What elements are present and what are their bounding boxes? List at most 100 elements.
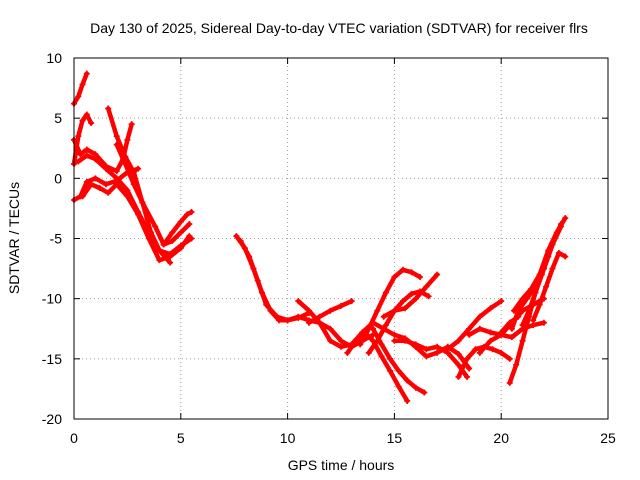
data-point (402, 337, 409, 344)
data-point (399, 298, 406, 305)
data-point (167, 259, 174, 266)
data-point (113, 141, 120, 148)
data-point (295, 314, 302, 321)
data-point (327, 307, 334, 314)
data-point (412, 384, 419, 391)
data-point (528, 286, 535, 293)
data-point (476, 325, 483, 332)
x-tick-label: 25 (600, 430, 616, 446)
series-trace (445, 298, 504, 352)
data-point (152, 223, 159, 230)
data-point (498, 349, 505, 356)
data-point (113, 133, 120, 140)
data-point (79, 193, 86, 200)
data-point (545, 253, 552, 260)
data-point (553, 229, 560, 236)
y-tick-label: -15 (42, 351, 62, 367)
data-point (103, 181, 110, 188)
data-point (487, 337, 494, 344)
data-point (128, 121, 135, 128)
data-point (113, 175, 120, 182)
data-point (75, 158, 82, 165)
data-point (77, 151, 84, 158)
y-tick-label: -20 (42, 411, 62, 427)
data-point (380, 313, 387, 320)
data-point (338, 343, 344, 350)
y-axis-label: SDTVAR / TECUs (6, 182, 22, 294)
data-point (263, 301, 270, 308)
series-trace (381, 272, 440, 319)
data-point (387, 355, 394, 362)
data-point (316, 313, 323, 320)
data-point (83, 152, 90, 159)
data-point (113, 168, 120, 175)
data-point (423, 353, 430, 360)
data-point (145, 235, 152, 242)
data-point (530, 317, 537, 324)
data-point (412, 343, 419, 350)
data-point (160, 241, 167, 248)
y-tick-label: 5 (54, 110, 62, 126)
data-point (515, 313, 522, 320)
data-point (498, 329, 505, 336)
data-point (295, 298, 302, 305)
data-point (186, 221, 193, 228)
data-point (124, 193, 131, 200)
data-point (130, 181, 137, 188)
data-point (464, 355, 471, 362)
data-point (374, 307, 381, 314)
data-series (71, 70, 569, 404)
data-point (489, 346, 496, 353)
data-point (511, 307, 518, 314)
data-point (391, 331, 398, 338)
data-point (395, 367, 402, 374)
data-point (402, 305, 409, 312)
x-tick-label: 15 (387, 430, 403, 446)
data-point (105, 189, 112, 196)
data-point (370, 325, 377, 332)
series-trace (345, 330, 410, 404)
data-point (408, 290, 415, 297)
data-point (284, 317, 291, 324)
data-point (75, 93, 82, 100)
data-point (156, 257, 163, 264)
data-point (305, 307, 312, 314)
data-point (237, 237, 244, 244)
data-point (423, 283, 430, 290)
data-point (352, 337, 359, 344)
data-point (130, 169, 137, 176)
data-point (177, 229, 184, 236)
data-point (525, 307, 532, 314)
data-point (519, 322, 526, 329)
data-point (344, 349, 351, 356)
data-point (421, 389, 428, 396)
x-tick-label: 20 (493, 430, 509, 446)
data-point (506, 379, 513, 386)
data-point (177, 218, 184, 225)
data-point (412, 295, 419, 302)
series-trace (71, 71, 90, 106)
data-point (169, 237, 176, 244)
data-point (378, 341, 385, 348)
data-point (188, 235, 195, 242)
data-point (357, 341, 364, 348)
data-point (562, 253, 569, 260)
data-point (348, 298, 355, 305)
data-point (83, 146, 90, 153)
data-point (395, 383, 402, 390)
data-point (487, 305, 494, 312)
data-point (184, 211, 191, 218)
data-point (305, 319, 312, 326)
data-point (92, 175, 99, 182)
data-point (83, 111, 90, 118)
data-point (434, 271, 441, 278)
data-point (466, 365, 473, 372)
data-point (113, 181, 120, 188)
x-tick-label: 0 (70, 430, 78, 446)
data-point (327, 337, 334, 344)
data-point (404, 397, 411, 404)
x-tick-label: 5 (177, 430, 185, 446)
data-point (423, 346, 430, 353)
series-trace (105, 106, 194, 257)
